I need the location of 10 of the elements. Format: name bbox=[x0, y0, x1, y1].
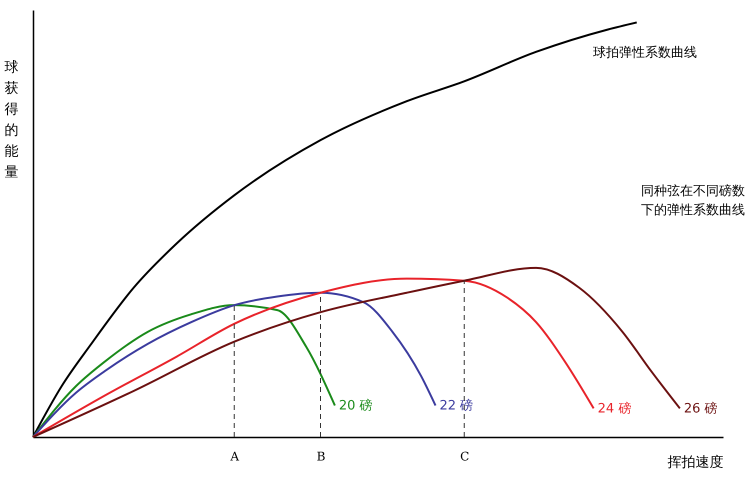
series-label: 球拍弹性系数曲线 bbox=[592, 45, 697, 60]
x-tick-label: C bbox=[460, 450, 470, 464]
x-axis-title: 挥拍速度 bbox=[668, 454, 724, 470]
x-tick-label: B bbox=[316, 450, 326, 464]
annotation: 同种弦在不同磅数下的弹性系数曲线 bbox=[641, 184, 745, 218]
x-tick-label: A bbox=[229, 450, 240, 464]
y-axis-title: 球获得的能量 bbox=[4, 60, 18, 180]
series-label: 24 磅 bbox=[598, 401, 632, 416]
series-label: 20 磅 bbox=[338, 398, 373, 414]
series-label: 26 磅 bbox=[684, 401, 718, 416]
